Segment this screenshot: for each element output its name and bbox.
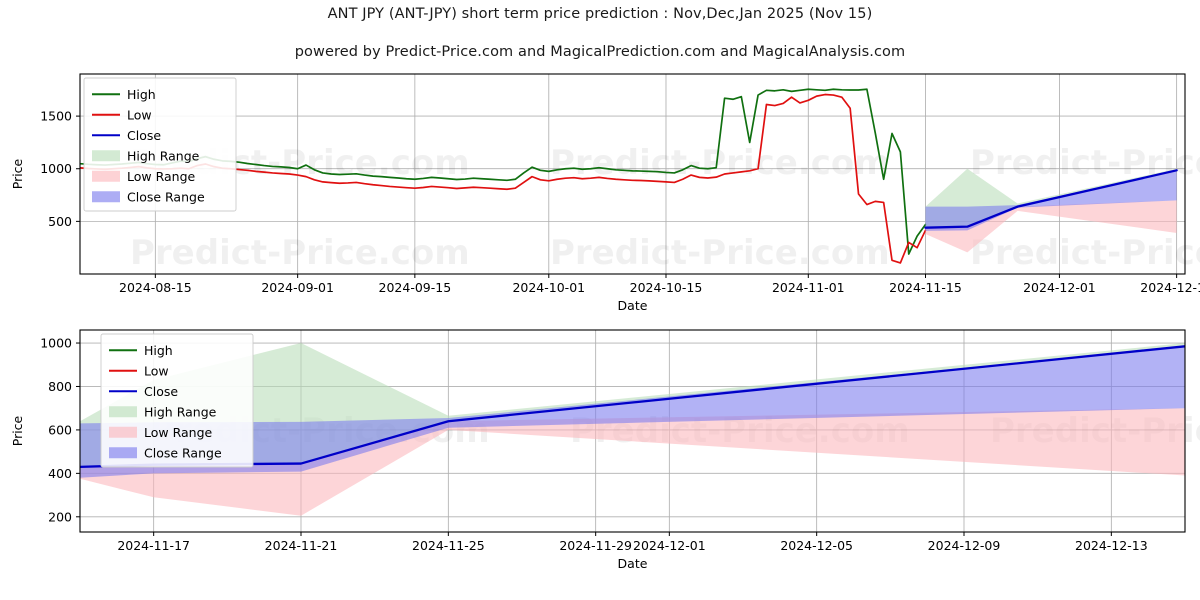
legend-item-close-range[interactable]: Close Range — [109, 445, 222, 460]
chart-legend: High Low Close High Range Low Range Close Ran… — [83, 77, 237, 212]
svg-text:Predict-Price.com: Predict-Price.com — [970, 233, 1200, 273]
y-axis-label: Price — [10, 158, 25, 189]
y-tick-label: 800 — [48, 379, 72, 394]
legend-patch-swatch — [109, 426, 137, 438]
legend-item-label: Close — [144, 384, 178, 399]
y-tick-label: 500 — [48, 214, 72, 229]
legend-item-label: Close Range — [127, 189, 205, 204]
legend-patch-swatch — [92, 150, 120, 162]
legend-box — [83, 77, 237, 212]
legend-patch-swatch — [92, 170, 120, 182]
x-axis-label: Date — [618, 556, 648, 571]
axes: 500 1000 1500 2024-08-15 2024-09-01 2024-09-1… — [10, 109, 1200, 313]
legend-item-close[interactable]: Close — [92, 128, 161, 143]
legend-item-label: Close — [127, 128, 161, 143]
x-tick-label: 2024-12-13 — [1075, 538, 1148, 553]
plot-frame — [79, 329, 1186, 533]
legend-item-label: High — [127, 87, 156, 102]
legend-item-label: Low Range — [127, 169, 196, 184]
svg-text:Predict-Price.com: Predict-Price.com — [130, 233, 470, 273]
y-tick-label: 1000 — [40, 161, 72, 176]
overview-chart-svg: Predict-Price.com Predict-Price.com Predic… — [10, 73, 1200, 313]
x-tick-label: 2024-12-15 — [1140, 280, 1200, 295]
x-tick-label: 2024-12-05 — [780, 538, 853, 553]
overview-chart-panel: Predict-Price.com Predict-Price.com Predic… — [0, 64, 1200, 319]
x-tick-label: 2024-12-01 — [1023, 280, 1096, 295]
x-tick-label: 2024-11-17 — [117, 538, 190, 553]
legend-box — [100, 333, 254, 468]
legend-item-high-range[interactable]: High Range — [109, 404, 217, 419]
x-axis-label: Date — [618, 298, 648, 313]
x-tick-label: 2024-10-01 — [512, 280, 585, 295]
legend-item-label: Low — [144, 363, 169, 378]
legend-patch-swatch — [109, 406, 137, 418]
page-title: ANT JPY (ANT-JPY) short term price predi… — [327, 6, 873, 22]
x-tick-label: 2024-11-15 — [889, 280, 962, 295]
legend-item-low[interactable]: Low — [109, 363, 169, 378]
axes: 200 400 600 800 1000 2024-11-17 2024-11-21 2024… — [10, 336, 1148, 571]
chart-legend: High Low Close High Range Low Range Close Ran… — [100, 333, 254, 468]
x-tick-label: 2024-11-25 — [412, 538, 485, 553]
x-tick-label: 2024-11-29 — [559, 538, 632, 553]
svg-text:Predict-Price.com: Predict-Price.com — [550, 233, 890, 273]
detail-chart-svg: Predict-Price.comPredict-Price.comPredic… — [10, 329, 1200, 571]
legend-item-label: Low Range — [144, 425, 213, 440]
y-tick-label: 400 — [48, 466, 72, 481]
y-axis-label: Price — [10, 415, 25, 446]
legend-item-close-range[interactable]: Close Range — [92, 189, 205, 204]
plot-frame — [79, 73, 1186, 275]
x-tick-label: 2024-09-01 — [261, 280, 334, 295]
y-tick-label: 200 — [48, 509, 72, 524]
low-range-band — [925, 200, 1177, 253]
legend-item-low[interactable]: Low — [92, 107, 152, 122]
x-tick-label: 2024-11-21 — [265, 538, 338, 553]
legend-item-high[interactable]: High — [109, 343, 173, 358]
x-tick-label: 2024-09-15 — [379, 280, 452, 295]
x-tick-label: 2024-10-15 — [630, 280, 703, 295]
legend-item-high-range[interactable]: High Range — [92, 148, 200, 163]
legend-item-close[interactable]: Close — [109, 384, 178, 399]
legend-patch-swatch — [109, 447, 137, 459]
close-range-band — [80, 346, 1185, 478]
y-tick-label: 600 — [48, 422, 72, 437]
legend-item-label: High Range — [127, 148, 200, 163]
detail-chart-panel: Predict-Price.comPredict-Price.comPredic… — [0, 322, 1200, 600]
x-tick-label: 2024-12-01 — [633, 538, 706, 553]
x-tick-label: 2024-08-15 — [119, 280, 192, 295]
x-tick-label: 2024-11-01 — [772, 280, 845, 295]
page-subtitle: powered by Predict-Price.com and Magical… — [294, 44, 906, 60]
legend-item-low-range[interactable]: Low Range — [109, 425, 213, 440]
legend-patch-swatch — [92, 191, 120, 203]
y-tick-label: 1500 — [40, 109, 72, 124]
forecast-close-line — [924, 169, 1178, 229]
legend-item-label: Close Range — [144, 445, 222, 460]
x-tick-label: 2024-12-09 — [928, 538, 1001, 553]
legend-item-label: Low — [127, 107, 152, 122]
low-range-band — [80, 408, 1185, 516]
y-tick-label: 1000 — [40, 336, 72, 351]
legend-item-low-range[interactable]: Low Range — [92, 169, 196, 184]
legend-item-label: High — [144, 343, 173, 358]
legend-item-high[interactable]: High — [92, 87, 156, 102]
legend-item-label: High Range — [144, 404, 217, 419]
